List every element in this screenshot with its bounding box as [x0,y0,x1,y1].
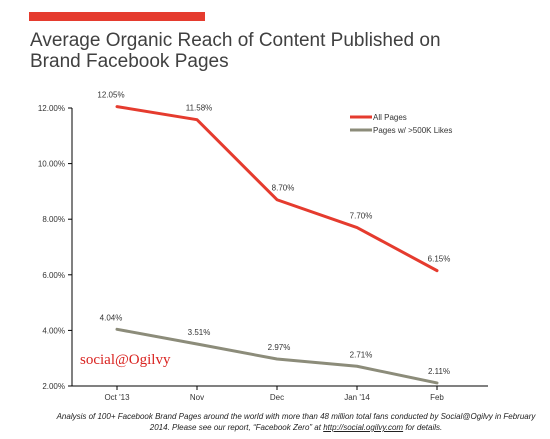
line-chart: 2.00% 4.00% 6.00% 8.00% 10.00% 12.00% Oct '13 N… [38,91,488,402]
y-tick-label: 10.00% [38,160,65,169]
chart-title-line-1: Average Organic Reach of Content Publish… [30,30,441,51]
data-label: 11.58% [186,104,213,113]
data-label: 8.70% [272,184,295,193]
footnote-text: Analysis of 100+ Facebook Brand Pages ar… [56,412,536,432]
footnote: Analysis of 100+ Facebook Brand Pages ar… [56,411,536,433]
series-line-2 [115,327,439,385]
data-label: 7.70% [350,212,373,221]
accent-bar [29,12,205,21]
y-tick-label: 6.00% [42,271,65,280]
x-tick-label: Oct '13 [104,393,130,402]
data-label: 2.97% [268,343,291,352]
y-tick-label: 4.00% [42,326,65,335]
x-tick-label: Jan '14 [344,393,370,402]
y-tick-label: 2.00% [42,382,65,391]
x-tick-label: Nov [190,393,204,402]
data-label: 2.11% [428,367,450,376]
brand-logo: social@Ogilvy [80,352,171,368]
legend-label: All Pages [373,113,407,122]
series-line-1 [115,105,439,273]
footnote-link[interactable]: http://social.ogilvy.com [323,423,404,432]
y-tick-label: 8.00% [42,215,65,224]
data-label: 2.71% [350,350,373,359]
chart-title: Average Organic Reach of Content Publish… [30,30,530,72]
x-tick-label: Dec [270,393,284,402]
y-tick-label: 12.00% [38,104,65,113]
legend-label: Pages w/ >500K Likes [373,126,452,135]
data-label: 4.04% [100,313,123,322]
data-label: 12.05% [97,91,124,100]
data-label: 3.51% [188,328,211,337]
footnote-text-end: for details. [403,423,443,432]
chart-title-line-2: Brand Facebook Pages [30,51,229,72]
x-tick-label: Feb [430,393,444,402]
data-label: 6.15% [428,255,451,264]
